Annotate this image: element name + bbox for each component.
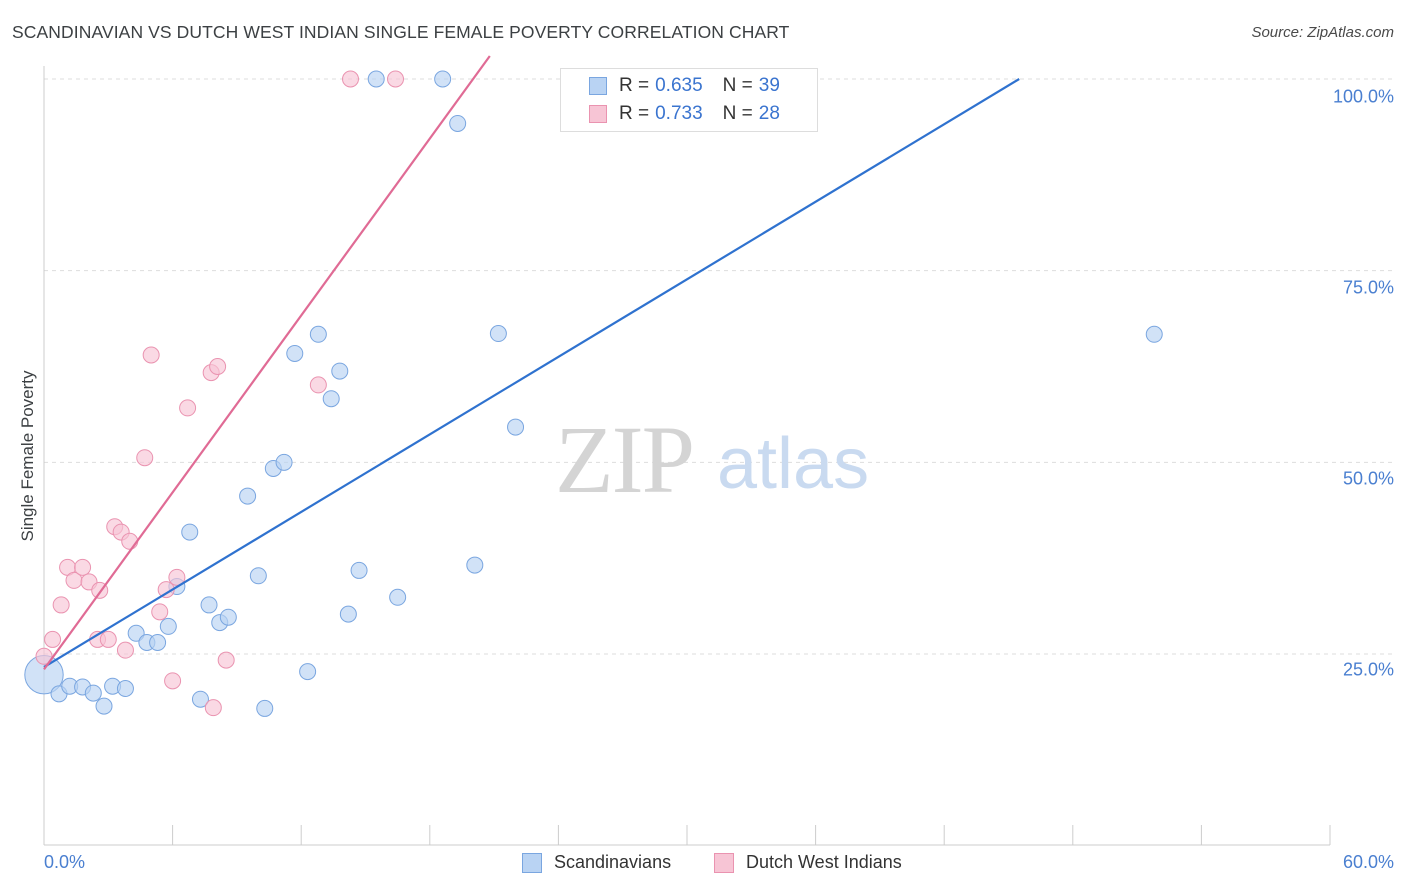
- data-point-scandinavians: [181, 523, 199, 541]
- y-tick-label-100: 100.0%: [1332, 86, 1394, 107]
- legend-r-label: R =: [619, 75, 650, 96]
- data-point-scandinavians: [219, 608, 237, 626]
- data-point-dutch-west-indians: [309, 376, 327, 394]
- y-tick-label-75: 75.0%: [1342, 277, 1394, 298]
- legend-n-value: 28: [758, 103, 780, 124]
- legend-row-scandinavians: R = 0.635 N = 39: [561, 73, 780, 99]
- legend-n-label: N =: [722, 103, 753, 124]
- source-credit: Source: ZipAtlas.com: [1251, 24, 1394, 41]
- data-point-dutch-west-indians: [136, 449, 154, 467]
- data-point-scandinavians: [449, 114, 467, 132]
- data-point-dutch-west-indians: [387, 70, 405, 88]
- watermark-zip: ZIP: [555, 406, 693, 513]
- bottom-legend-label-dutch-west-indians: Dutch West Indians: [746, 852, 902, 872]
- chart-title: SCANDINAVIAN VS DUTCH WEST INDIAN SINGLE…: [12, 22, 790, 42]
- data-point-dutch-west-indians: [99, 630, 117, 648]
- bottom-legend-swatch-blue: [522, 852, 542, 873]
- bottom-legend-label-scandinavians: Scandinavians: [554, 852, 672, 872]
- legend-n-value: 39: [758, 75, 780, 96]
- data-point-dutch-west-indians: [142, 346, 160, 364]
- data-point-dutch-west-indians: [341, 70, 359, 88]
- axes: [43, 66, 1331, 846]
- data-point-scandinavians: [191, 690, 209, 708]
- data-point-dutch-west-indians: [217, 651, 235, 669]
- data-point-dutch-west-indians: [121, 532, 139, 550]
- trend-lines: [43, 55, 1020, 670]
- data-point-scandinavians: [95, 697, 113, 715]
- data-point-dutch-west-indians: [179, 399, 197, 417]
- data-point-scandinavians: [389, 588, 407, 606]
- trend-line-scandinavians: [43, 78, 1020, 668]
- bottom-legend-scandinavians: Scandinavians: [522, 852, 671, 873]
- legend-row-dutch-west-indians: R = 0.733 N = 28: [561, 101, 780, 127]
- data-point-dutch-west-indians: [44, 630, 62, 648]
- data-point-dutch-west-indians: [168, 568, 186, 586]
- watermark: ZIP atlas: [555, 406, 869, 513]
- bottom-legend-swatch-pink: [714, 852, 734, 873]
- data-point-scandinavians: [299, 663, 317, 681]
- data-point-dutch-west-indians: [204, 699, 222, 717]
- data-point-dutch-west-indians: [151, 603, 169, 621]
- data-point-scandinavians: [489, 325, 507, 343]
- data-point-scandinavians: [275, 453, 293, 471]
- stats-legend: R = 0.635 N = 39 R = 0.733 N = 28: [560, 68, 818, 132]
- data-point-scandinavians: [339, 605, 357, 623]
- data-point-scandinavians: [84, 684, 102, 702]
- data-point-scandinavians: [507, 418, 525, 436]
- legend-r-value: 0.635: [655, 75, 703, 96]
- data-point-scandinavians: [286, 344, 304, 362]
- y-axis-label: Single Female Poverty: [18, 370, 37, 542]
- series-dutch-west-indians-points: [35, 70, 405, 717]
- data-point-scandinavians: [331, 362, 349, 380]
- legend-r-value: 0.733: [655, 103, 703, 124]
- legend-swatch-pink: [589, 105, 607, 123]
- data-point-scandinavians: [1145, 325, 1163, 343]
- series-scandinavians-points: [24, 70, 1163, 717]
- y-tick-label-50: 50.0%: [1342, 468, 1394, 489]
- data-point-scandinavians: [434, 70, 452, 88]
- x-tick-label-min: 0.0%: [44, 852, 86, 872]
- data-point-scandinavians: [367, 70, 385, 88]
- data-point-scandinavians: [249, 567, 267, 585]
- data-point-scandinavians: [149, 634, 167, 651]
- data-point-scandinavians: [116, 680, 134, 697]
- data-point-scandinavians: [239, 487, 257, 505]
- watermark-atlas: atlas: [717, 424, 869, 504]
- data-point-scandinavians: [309, 325, 327, 343]
- data-point-dutch-west-indians: [209, 358, 227, 375]
- grid-lines: [44, 78, 1393, 655]
- y-tick-label-25: 25.0%: [1342, 659, 1394, 680]
- bottom-legend-dutch-west-indians: Dutch West Indians: [714, 852, 902, 873]
- legend-r-label: R =: [619, 103, 650, 124]
- data-point-scandinavians: [322, 390, 340, 408]
- data-point-scandinavians: [466, 556, 484, 574]
- trend-line-dutch-west-indians: [43, 55, 491, 670]
- data-point-scandinavians: [159, 617, 177, 635]
- data-point-dutch-west-indians: [164, 672, 182, 690]
- data-point-dutch-west-indians: [52, 596, 70, 614]
- data-point-scandinavians: [200, 596, 218, 614]
- data-point-dutch-west-indians: [74, 558, 92, 576]
- legend-swatch-blue: [589, 77, 607, 95]
- x-tick-label-max: 60.0%: [1342, 852, 1394, 872]
- data-point-dutch-west-indians: [35, 647, 53, 665]
- data-point-scandinavians: [256, 699, 274, 717]
- data-point-scandinavians: [350, 561, 368, 579]
- data-point-dutch-west-indians: [116, 641, 134, 659]
- legend-n-label: N =: [722, 75, 753, 96]
